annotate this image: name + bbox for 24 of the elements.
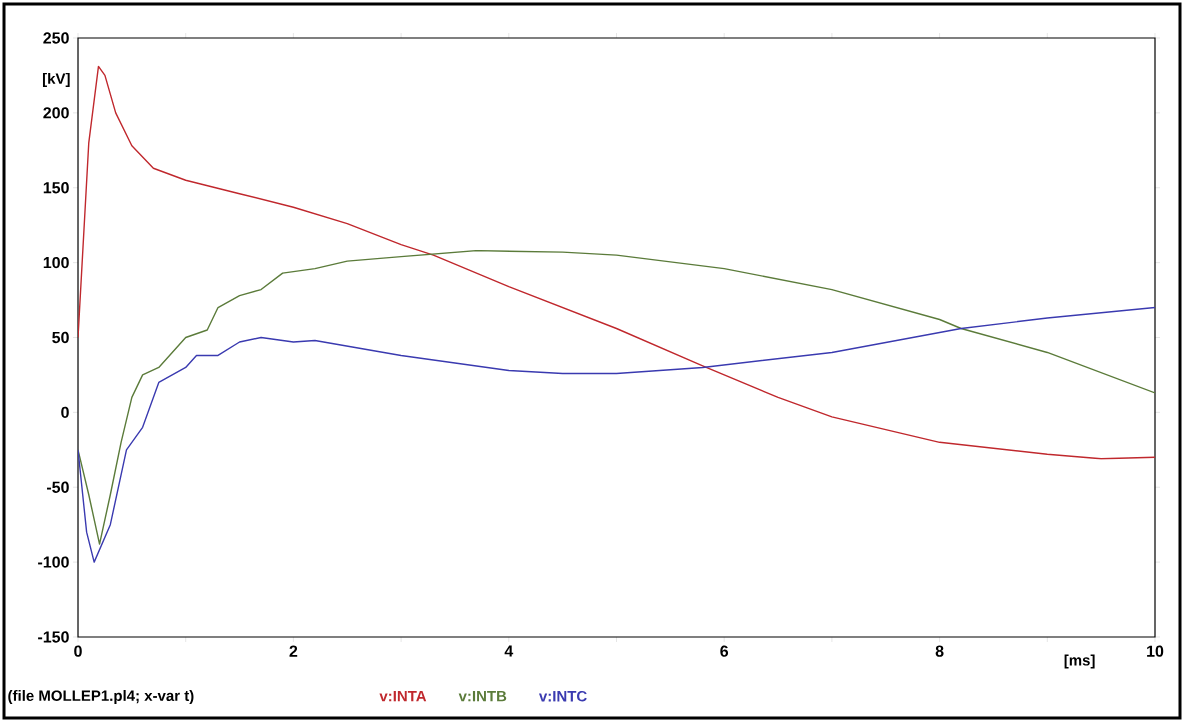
line-series [78, 306, 1155, 563]
y-tick-label: 0 [61, 406, 69, 419]
y-tick-label: 250 [43, 32, 69, 44]
line-series [78, 249, 1155, 545]
y-axis-title: [kV] [42, 72, 70, 87]
text: v:INTC [538, 690, 587, 702]
x-tick-label: 10 [1147, 645, 1164, 657]
x-tick-label: 0 [74, 645, 82, 657]
x-tick-label: 4 [504, 645, 514, 657]
line-series [78, 65, 1155, 460]
x-tick-label: 6 [720, 645, 729, 657]
text: v:INTB [458, 690, 507, 702]
x-tick-label: 8 [935, 645, 944, 657]
y-tick-label: 150 [43, 182, 69, 194]
text: v:INTA [379, 690, 427, 702]
text: (file MOLLEP1.pl4; x-var t) [8, 689, 194, 704]
x-tick-label: 2 [289, 645, 298, 657]
y-tick-label: 50 [52, 331, 69, 344]
y-tick-label: -100 [38, 556, 69, 568]
y-tick-label: 200 [43, 107, 69, 119]
y-tick-label: -150 [38, 631, 69, 643]
y-tick-label: -50 [46, 481, 69, 493]
y-tick-label: 100 [43, 256, 69, 269]
x-axis-title: [ms] [1064, 654, 1095, 669]
